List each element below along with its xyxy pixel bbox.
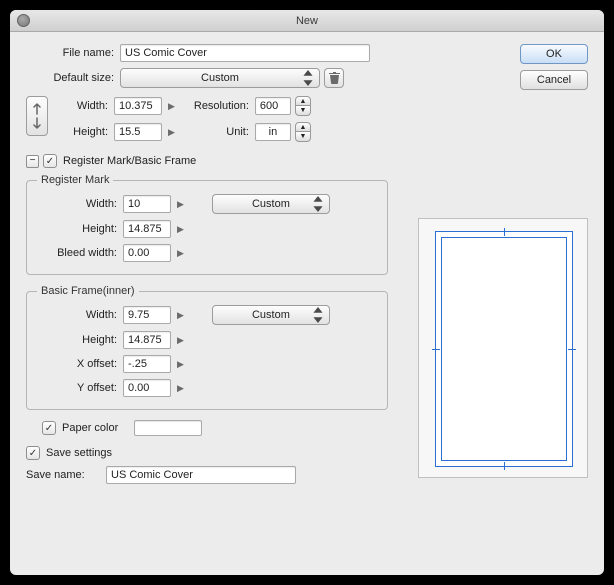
bf-xoff-input[interactable]: -.25 <box>123 355 171 373</box>
delete-preset-button[interactable] <box>324 68 344 88</box>
close-icon[interactable] <box>17 14 30 27</box>
bf-height-label: Height: <box>37 334 123 346</box>
spinner-icon[interactable]: ▶ <box>177 199 184 210</box>
bf-xoff-label: X offset: <box>37 358 123 370</box>
canvas-preview <box>418 218 588 478</box>
ok-button[interactable]: OK <box>520 44 588 64</box>
resolution-input[interactable]: 600 <box>255 97 291 115</box>
file-name-label: File name: <box>26 47 120 59</box>
spinner-icon[interactable]: ▶ <box>177 224 184 235</box>
paper-color-label: Paper color <box>62 422 118 434</box>
dialog-window: New OK Cancel File name: US Comic Cover … <box>10 10 604 575</box>
register-mark-legend: Register Mark <box>37 174 113 186</box>
bf-height-input[interactable]: 14.875 <box>123 331 171 349</box>
resolution-stepper[interactable]: ▲ ▼ <box>295 96 311 116</box>
unit-stepper[interactable]: ▲ ▼ <box>295 122 311 142</box>
rm-preset-value: Custom <box>252 198 290 210</box>
bf-preset-dropdown[interactable]: Custom <box>212 305 330 325</box>
collapse-toggle[interactable]: − <box>26 155 39 168</box>
paper-color-checkbox[interactable]: ✓ <box>42 421 56 435</box>
file-name-input[interactable]: US Comic Cover <box>120 44 370 62</box>
width-input[interactable]: 10.375 <box>114 97 162 115</box>
chevron-down-icon: ▼ <box>295 106 311 116</box>
default-size-label: Default size: <box>26 72 120 84</box>
bf-width-label: Width: <box>37 309 123 321</box>
spinner-icon[interactable]: ▶ <box>177 248 184 259</box>
save-name-input[interactable]: US Comic Cover <box>106 466 296 484</box>
spinner-icon[interactable]: ▶ <box>177 335 184 346</box>
spinner-icon[interactable]: ▶ <box>177 310 184 321</box>
rm-bleed-label: Bleed width: <box>37 247 123 259</box>
width-label: Width: <box>56 100 114 112</box>
register-mark-section-label: Register Mark/Basic Frame <box>63 155 196 167</box>
default-size-dropdown[interactable]: Custom <box>120 68 320 88</box>
cancel-button[interactable]: Cancel <box>520 70 588 90</box>
titlebar[interactable]: New <box>10 10 604 32</box>
chevron-up-icon: ▲ <box>295 96 311 106</box>
basic-frame-fieldset: Basic Frame(inner) Width: 9.75 ▶ Custom H… <box>26 285 388 410</box>
save-settings-checkbox[interactable]: ✓ <box>26 446 40 460</box>
swap-dimensions-button[interactable] <box>26 96 48 136</box>
bf-yoff-input[interactable]: 0.00 <box>123 379 171 397</box>
bf-preset-value: Custom <box>252 309 290 321</box>
swap-icon <box>30 102 44 130</box>
chevron-updown-icon <box>311 307 325 323</box>
rm-bleed-input[interactable]: 0.00 <box>123 244 171 262</box>
register-mark-fieldset: Register Mark Width: 10▶ Custom Height: … <box>26 174 388 275</box>
default-size-value: Custom <box>201 72 239 84</box>
unit-label: Unit: <box>175 126 255 138</box>
height-label: Height: <box>56 126 114 138</box>
chevron-up-icon: ▲ <box>295 122 311 132</box>
rm-preset-dropdown[interactable]: Custom <box>212 194 330 214</box>
paper-color-swatch[interactable] <box>134 420 202 436</box>
rm-width-input[interactable]: 10 <box>123 195 171 213</box>
unit-select[interactable]: in <box>255 123 291 141</box>
trash-icon <box>329 72 340 84</box>
spinner-icon[interactable]: ▶ <box>177 383 184 394</box>
bf-yoff-label: Y offset: <box>37 382 123 394</box>
resolution-label: Resolution: <box>175 100 255 112</box>
chevron-updown-icon <box>311 196 325 212</box>
spinner-icon[interactable]: ▶ <box>177 359 184 370</box>
rm-height-input[interactable]: 14.875 <box>123 220 171 238</box>
chevron-updown-icon <box>301 70 315 86</box>
window-title: New <box>296 15 318 27</box>
save-settings-label: Save settings <box>46 447 112 459</box>
rm-height-label: Height: <box>37 223 123 235</box>
height-input[interactable]: 15.5 <box>114 123 162 141</box>
chevron-down-icon: ▼ <box>295 132 311 142</box>
bf-width-input[interactable]: 9.75 <box>123 306 171 324</box>
rm-width-label: Width: <box>37 198 123 210</box>
preview-page-inner <box>441 237 567 461</box>
register-mark-checkbox[interactable]: ✓ <box>43 154 57 168</box>
save-name-label: Save name: <box>26 469 106 481</box>
basic-frame-legend: Basic Frame(inner) <box>37 285 139 297</box>
spinner-icon[interactable]: ▶ <box>168 101 175 112</box>
spinner-icon[interactable]: ▶ <box>168 127 175 138</box>
